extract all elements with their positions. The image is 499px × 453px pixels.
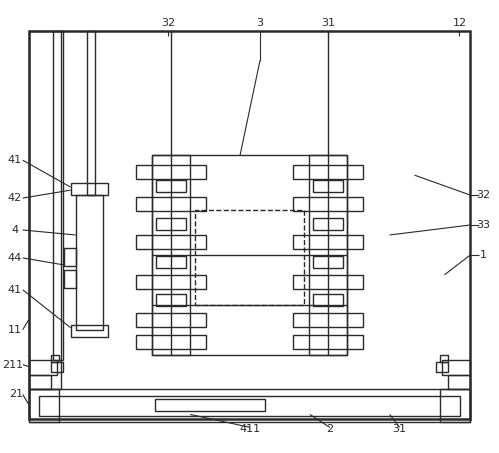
Bar xyxy=(195,210,304,305)
Text: 31: 31 xyxy=(393,424,407,434)
Bar xyxy=(29,390,471,422)
Bar xyxy=(136,275,206,289)
Text: 11: 11 xyxy=(8,325,22,335)
Bar xyxy=(156,218,186,230)
Bar xyxy=(155,400,265,411)
Bar xyxy=(293,165,363,179)
Bar xyxy=(293,313,363,327)
Text: 33: 33 xyxy=(477,220,491,230)
Bar xyxy=(152,155,347,355)
Bar xyxy=(86,31,94,195)
Bar xyxy=(29,31,60,390)
Text: 41: 41 xyxy=(7,285,22,295)
Bar xyxy=(441,355,449,361)
Bar xyxy=(136,165,206,179)
Text: 12: 12 xyxy=(452,18,467,28)
Text: 211: 211 xyxy=(2,360,23,370)
Bar xyxy=(441,390,471,422)
Text: 3: 3 xyxy=(256,18,263,28)
Bar xyxy=(313,256,343,268)
Bar xyxy=(293,275,363,289)
Bar xyxy=(136,313,206,327)
Bar xyxy=(313,294,343,306)
Text: 32: 32 xyxy=(476,190,491,200)
Bar xyxy=(156,180,186,192)
Bar xyxy=(39,396,461,416)
Text: 31: 31 xyxy=(321,18,335,28)
Bar xyxy=(70,325,108,337)
Bar xyxy=(51,361,62,371)
Bar xyxy=(437,361,449,371)
Text: 1: 1 xyxy=(480,250,487,260)
Bar xyxy=(52,31,62,360)
Bar xyxy=(29,360,56,375)
Bar xyxy=(29,375,51,390)
Bar xyxy=(152,155,190,355)
Bar xyxy=(29,31,471,419)
Text: 411: 411 xyxy=(240,424,260,434)
Bar xyxy=(156,256,186,268)
Text: 42: 42 xyxy=(7,193,22,203)
Bar xyxy=(63,248,75,266)
Bar xyxy=(136,335,206,349)
Bar xyxy=(136,197,206,211)
Bar xyxy=(29,390,58,422)
Text: 21: 21 xyxy=(8,390,23,400)
Bar xyxy=(449,375,471,390)
Bar xyxy=(443,360,471,375)
Bar xyxy=(293,335,363,349)
Bar xyxy=(156,294,186,306)
Text: 41: 41 xyxy=(7,155,22,165)
Bar xyxy=(70,183,108,195)
Bar xyxy=(136,235,206,249)
Bar xyxy=(293,197,363,211)
Bar xyxy=(309,155,347,355)
Bar xyxy=(313,218,343,230)
Text: 2: 2 xyxy=(326,424,333,434)
Text: 32: 32 xyxy=(161,18,175,28)
Text: 4: 4 xyxy=(11,225,18,235)
Bar xyxy=(293,235,363,249)
Bar xyxy=(63,270,75,288)
Bar xyxy=(75,195,103,330)
Bar xyxy=(313,180,343,192)
Text: 44: 44 xyxy=(7,253,22,263)
Bar xyxy=(51,355,58,361)
